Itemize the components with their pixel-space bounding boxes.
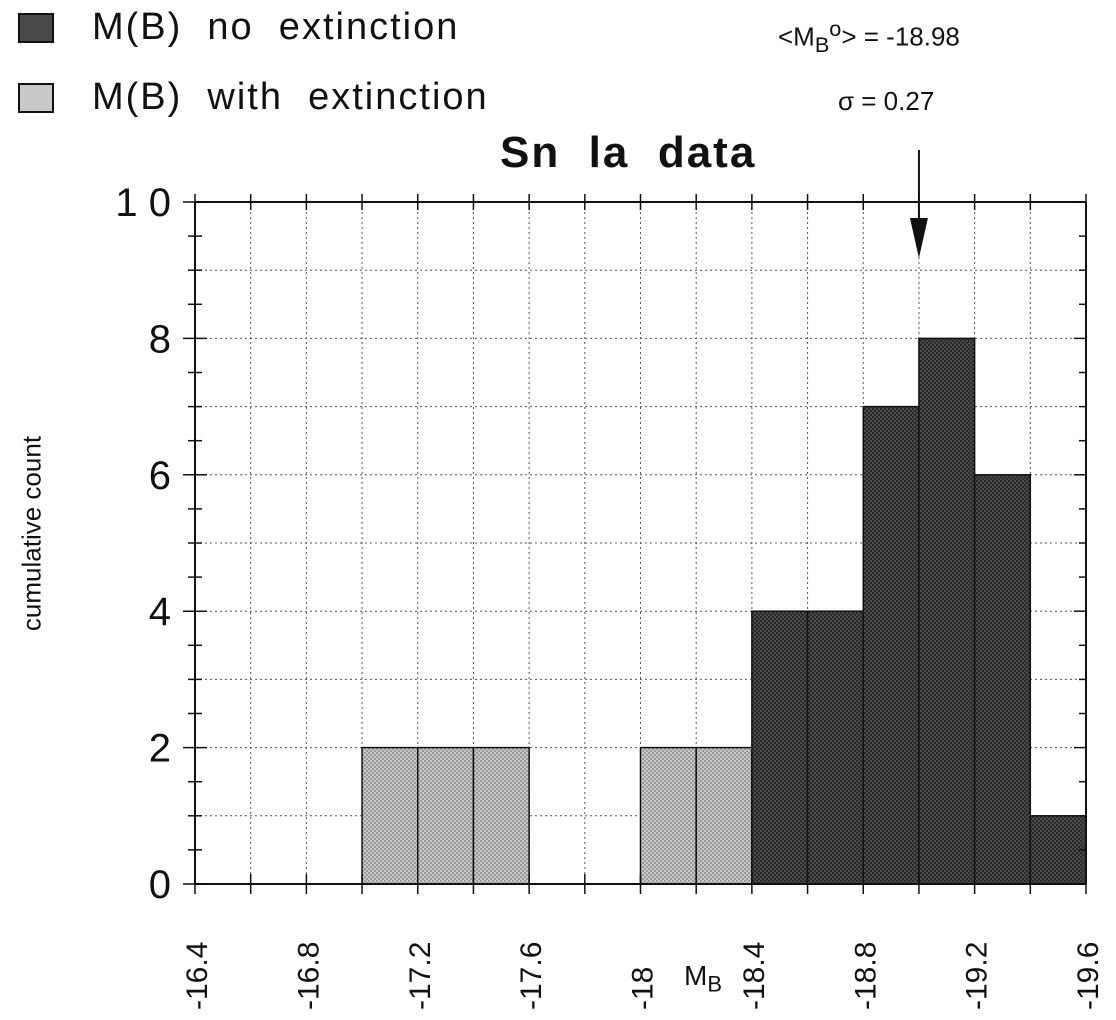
bar-with-extinction <box>472 746 530 885</box>
bar-no-extinction <box>918 337 976 885</box>
x-tick-label: -18.8 <box>849 942 882 1010</box>
y-tick-label: 6 <box>149 454 171 498</box>
bar-no-extinction <box>1029 815 1087 885</box>
mean-sup: o <box>829 16 842 41</box>
sigma-annotation: σ = 0.27 <box>838 86 935 116</box>
legend-item-no-extinction: M(B) no extinction <box>18 6 459 49</box>
x-axis-label-sub: B <box>707 971 723 997</box>
mean-prefix: <M <box>778 21 815 52</box>
legend-swatch-light <box>18 82 54 113</box>
x-tick-label: -19.2 <box>961 942 994 1010</box>
x-axis-label-main: M <box>684 960 708 991</box>
bar-no-extinction <box>751 610 809 885</box>
x-tick-label: -16.4 <box>181 942 214 1010</box>
bar-with-extinction <box>639 746 697 885</box>
legend-swatch-dark <box>18 12 54 43</box>
x-tick-label: -17.6 <box>515 942 548 1010</box>
bar-no-extinction <box>973 474 1032 885</box>
x-tick-label: -17.2 <box>404 942 437 1010</box>
bar-no-extinction <box>862 405 920 885</box>
mean-annotation: <MBo> = -18.98 <box>778 16 960 58</box>
x-tick-label: -19.6 <box>1072 942 1105 1010</box>
bar-with-extinction <box>361 746 419 885</box>
legend-label: M(B) with extinction <box>92 76 489 118</box>
y-tick-label: 8 <box>149 317 171 361</box>
mean-sub: B <box>814 31 830 57</box>
legend-label: M(B) no extinction <box>92 6 460 48</box>
bar-with-extinction <box>695 746 753 885</box>
y-tick-label: 2 <box>149 727 171 771</box>
x-axis-label: MB <box>684 960 722 998</box>
y-tick-label: 4 <box>149 590 171 634</box>
x-tick-label: -16.8 <box>292 942 325 1010</box>
x-tick-label: -18.4 <box>738 942 771 1010</box>
chart-title: Sn la data <box>500 128 757 177</box>
bar-no-extinction <box>806 610 864 885</box>
mean-arrow-head <box>909 218 928 258</box>
mean-suffix: > = -18.98 <box>841 21 960 52</box>
legend-item-with-extinction: M(B) with extinction <box>18 76 489 119</box>
y-tick-label: 1 0 <box>115 181 171 225</box>
x-tick-label: -18 <box>627 967 660 1010</box>
bar-with-extinction <box>417 746 475 885</box>
y-tick-label: 0 <box>149 863 171 907</box>
